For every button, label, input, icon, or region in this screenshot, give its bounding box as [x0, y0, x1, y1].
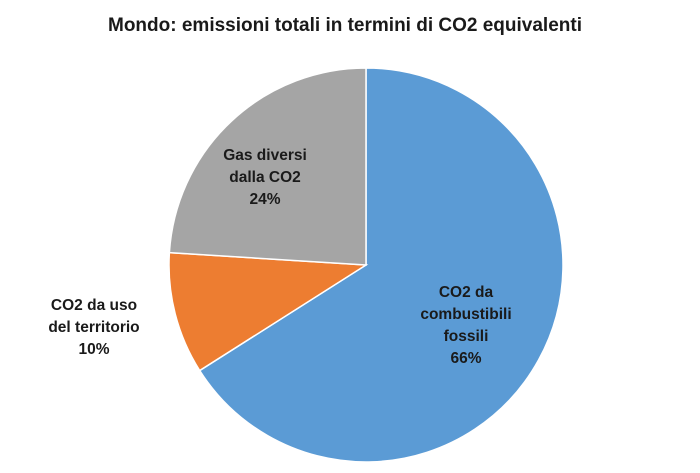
slice-label-land-use: CO2 da uso del territorio 10%: [48, 297, 139, 358]
slice-label-other-gases: Gas diversi dalla CO2 24%: [223, 147, 307, 208]
pie-slice-fossil-fuels: [198, 67, 564, 463]
slice-category-label: dalla CO2: [229, 169, 301, 186]
slice-category-label: del territorio: [48, 319, 139, 336]
chart-title: Mondo: emissioni totali in termini di CO…: [108, 15, 582, 36]
slice-value-label: 10%: [78, 341, 109, 358]
pie-slices: [168, 67, 564, 463]
slice-label-fossil-fuels: CO2 da combustibili fossili 66%: [420, 284, 511, 367]
slice-category-label: combustibili: [420, 306, 511, 323]
slice-value-label: 66%: [450, 350, 481, 367]
slice-category-label: Gas diversi: [223, 147, 307, 164]
pie-labels: CO2 da combustibili fossili 66% CO2 da uso de…: [48, 147, 511, 367]
pie-slice-other-gases: [168, 67, 367, 266]
slice-category-label: CO2 da uso: [51, 297, 137, 314]
slice-value-label: 24%: [249, 191, 280, 208]
slice-category-label: CO2 da: [439, 284, 494, 301]
slice-category-label: fossili: [444, 328, 489, 345]
pie-slice-land-use: [168, 251, 369, 372]
